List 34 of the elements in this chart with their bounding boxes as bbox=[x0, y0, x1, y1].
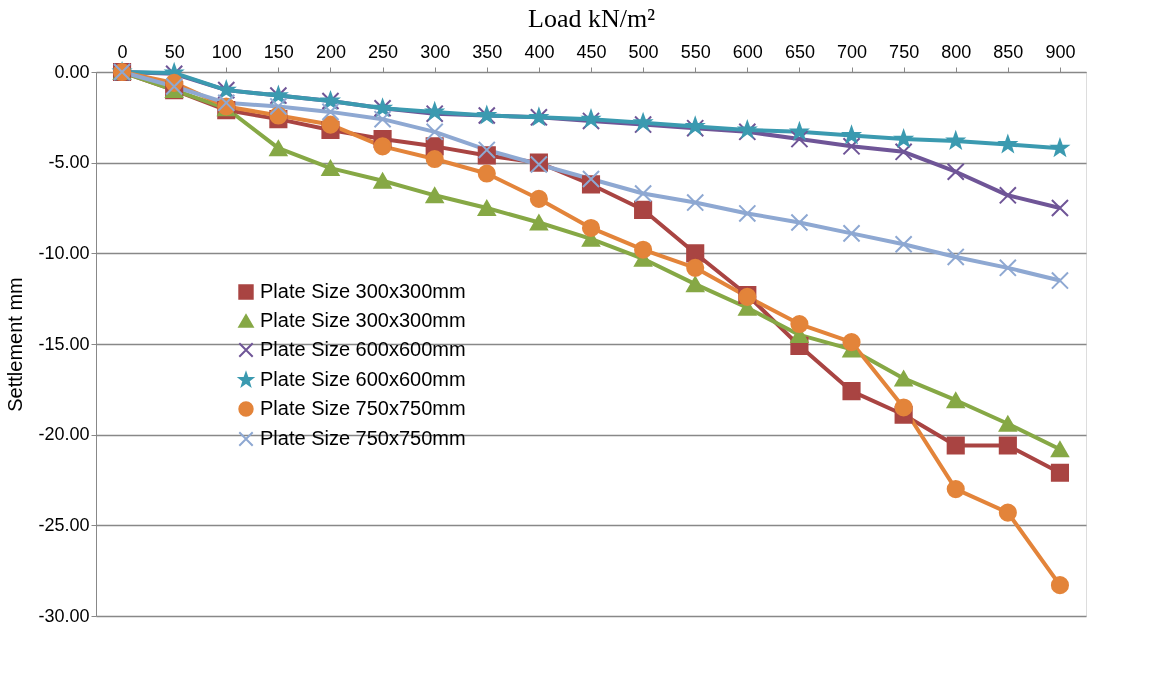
legend-label: Plate Size 300x300mm bbox=[260, 309, 466, 331]
legend-label: Plate Size 750x750mm bbox=[260, 397, 466, 419]
x-tick-label: 200 bbox=[315, 41, 346, 62]
y-tick-label: -30.00 bbox=[38, 605, 90, 626]
x-tick-label: 700 bbox=[837, 41, 868, 62]
y-axis-title: Settlement mm bbox=[4, 277, 27, 412]
legend-label: Plate Size 600x600mm bbox=[260, 368, 466, 390]
y-tick-label: 0.00 bbox=[54, 61, 90, 82]
legend-label: Plate Size 300x300mm bbox=[260, 280, 466, 302]
x-tick-label: 500 bbox=[628, 41, 659, 62]
x-tick-label: 450 bbox=[576, 41, 607, 62]
x-tick-label: 300 bbox=[420, 41, 451, 62]
x-axis-title: Load kN/m² bbox=[528, 3, 656, 33]
legend-label: Plate Size 750x750mm bbox=[260, 427, 466, 449]
x-tick-label: 250 bbox=[368, 41, 399, 62]
x-tick-label: 50 bbox=[164, 41, 185, 62]
x-tick-label: 400 bbox=[524, 41, 555, 62]
x-tick-label: 600 bbox=[732, 41, 763, 62]
y-tick-label: -20.00 bbox=[38, 424, 90, 445]
legend-label: Plate Size 600x600mm bbox=[260, 338, 466, 360]
x-tick-label: 550 bbox=[680, 41, 711, 62]
y-tick-label: -15.00 bbox=[38, 333, 90, 354]
x-tick-label: 100 bbox=[211, 41, 242, 62]
x-tick-label: 900 bbox=[1045, 41, 1076, 62]
x-tick-label: 0 bbox=[117, 41, 128, 62]
x-tick-label: 850 bbox=[993, 41, 1024, 62]
x-tick-label: 350 bbox=[472, 41, 503, 62]
y-tick-label: -5.00 bbox=[48, 152, 90, 173]
x-tick-label: 800 bbox=[941, 41, 972, 62]
y-tick-label: -10.00 bbox=[38, 242, 90, 263]
x-tick-label: 650 bbox=[784, 41, 815, 62]
y-tick-label: -25.00 bbox=[38, 514, 90, 535]
x-tick-label: 750 bbox=[889, 41, 920, 62]
x-tick-label: 150 bbox=[263, 41, 294, 62]
